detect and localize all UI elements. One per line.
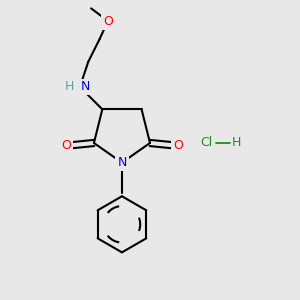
Text: N: N [117, 156, 127, 169]
Text: O: O [173, 139, 183, 152]
Text: Cl: Cl [200, 136, 213, 149]
Text: O: O [103, 14, 113, 28]
Text: N: N [80, 80, 90, 93]
Text: H: H [64, 80, 74, 93]
Text: H: H [231, 136, 241, 149]
Text: O: O [61, 139, 71, 152]
